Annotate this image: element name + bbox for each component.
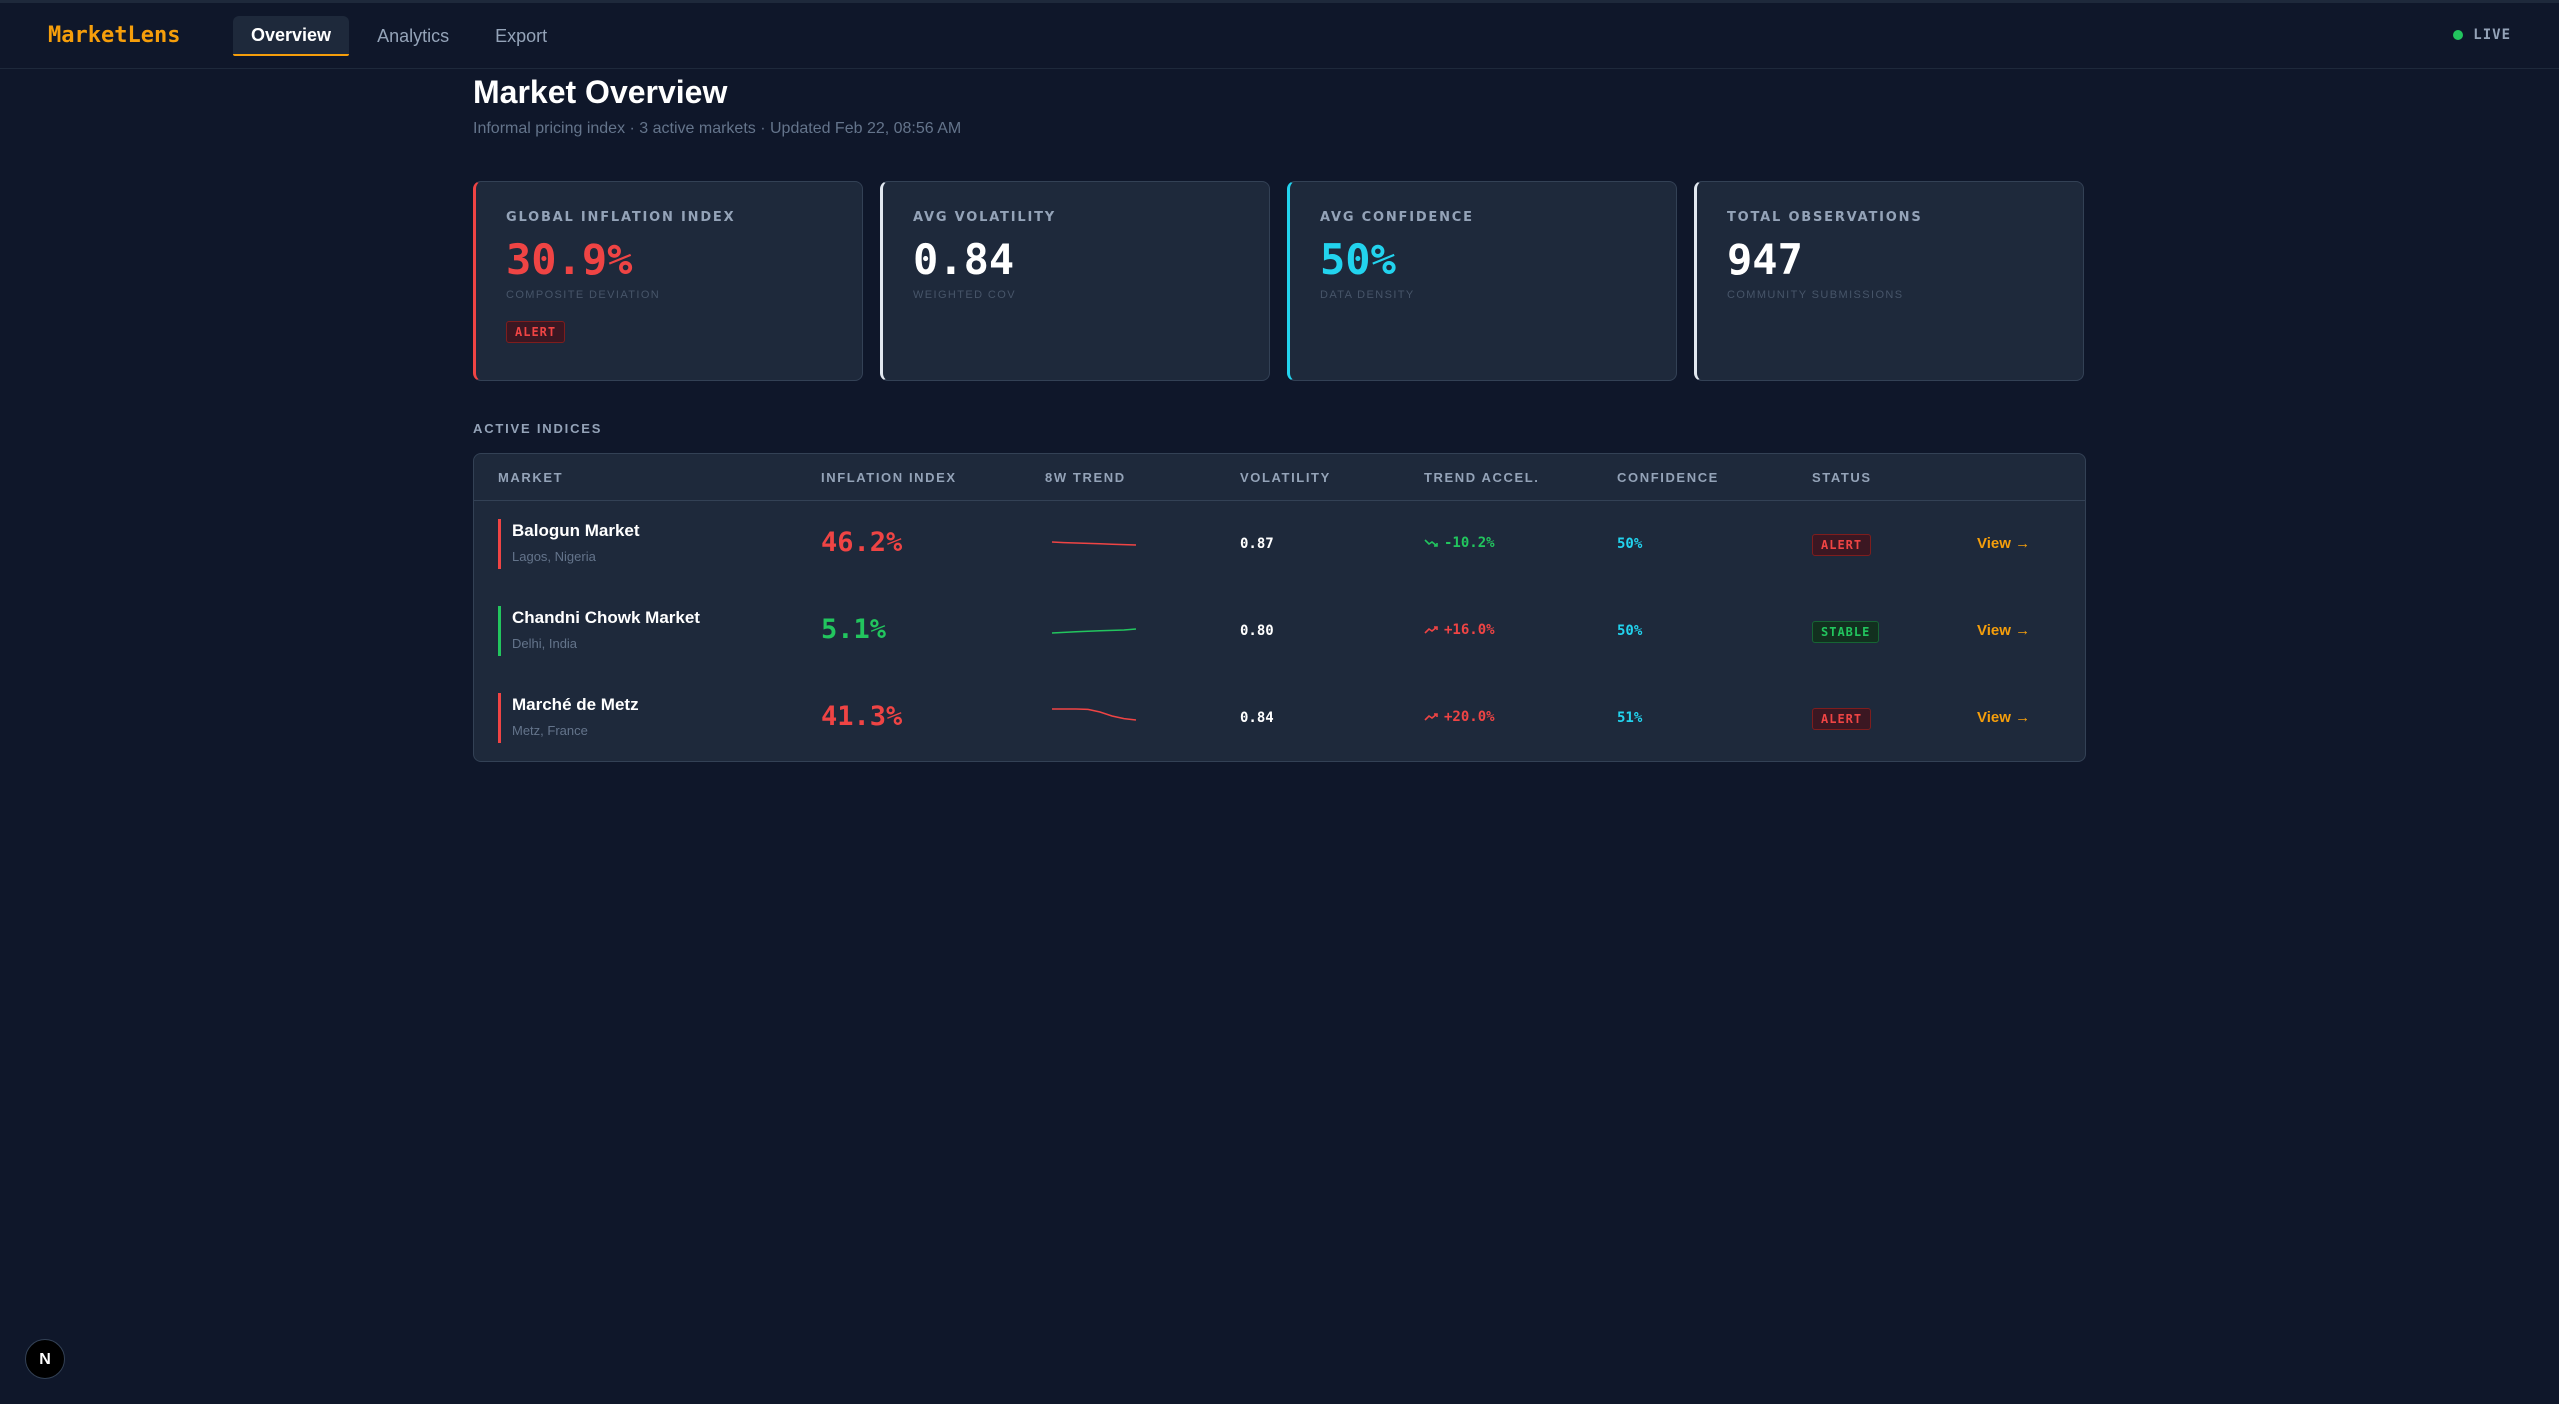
- market-name: Chandni Chowk Market: [512, 608, 700, 627]
- kpi-value: 50%: [1320, 235, 1396, 284]
- tab-analytics[interactable]: Analytics: [377, 25, 450, 46]
- column-header-inflation-index: INFLATION INDEX: [821, 470, 957, 485]
- alert-badge: ALERT: [506, 321, 566, 343]
- trend-down-icon: [1424, 539, 1438, 547]
- view-link[interactable]: View →: [1977, 535, 2031, 552]
- table-row[interactable]: Marché de Metz Metz, France 41.3% 0.84 +…: [474, 675, 2085, 762]
- market-name: Marché de Metz: [512, 695, 639, 714]
- table-header: MARKET INFLATION INDEX 8W TREND VOLATILI…: [474, 454, 2085, 501]
- inflation-index-value: 46.2%: [821, 527, 903, 558]
- kpi-caption: COMMUNITY SUBMISSIONS: [1727, 289, 1904, 301]
- market-name: Balogun Market: [512, 521, 640, 540]
- trend-accel-value: -10.2%: [1444, 535, 1495, 551]
- status-badge: STABLE: [1812, 621, 1880, 643]
- trend-sparkline: [1052, 708, 1137, 721]
- column-header-trend-accel: TREND ACCEL.: [1424, 470, 1540, 485]
- kpi-card-inflation: GLOBAL INFLATION INDEX 30.9% COMPOSITE D…: [473, 181, 863, 381]
- n-logo-icon: N: [39, 1351, 51, 1368]
- live-label: LIVE: [2473, 27, 2511, 43]
- volatility-value: 0.80: [1240, 623, 1274, 639]
- inflation-index-value: 41.3%: [821, 701, 903, 732]
- trend-up-icon: [1424, 713, 1438, 721]
- view-link[interactable]: View →: [1977, 709, 2031, 726]
- svg-text:N: N: [39, 1351, 51, 1368]
- market-location: Metz, France: [512, 723, 588, 738]
- sparkline-line: [1052, 708, 1137, 721]
- kpi-cards: GLOBAL INFLATION INDEX 30.9% COMPOSITE D…: [473, 181, 2086, 381]
- trend-accel-value: +20.0%: [1444, 709, 1495, 725]
- top-border: [0, 0, 2559, 3]
- dev-tools-badge[interactable]: N: [25, 1339, 65, 1379]
- kpi-label: GLOBAL INFLATION INDEX: [506, 210, 736, 225]
- kpi-label: TOTAL OBSERVATIONS: [1727, 210, 1923, 225]
- page-subtitle: Informal pricing index · 3 active market…: [473, 120, 962, 137]
- column-header-trend: 8W TREND: [1045, 470, 1126, 485]
- kpi-value: 947: [1727, 235, 1803, 284]
- market-location: Lagos, Nigeria: [512, 549, 596, 564]
- trend-accel: +20.0%: [1424, 709, 1495, 725]
- status-badge: ALERT: [1812, 534, 1872, 556]
- app-logo[interactable]: MarketLens: [48, 23, 181, 48]
- kpi-value: 0.84: [913, 235, 1015, 284]
- column-header-status: STATUS: [1812, 470, 1872, 485]
- column-header-market: MARKET: [498, 470, 564, 485]
- kpi-caption: WEIGHTED COV: [913, 289, 1016, 301]
- live-indicator: LIVE: [2453, 27, 2511, 43]
- live-dot-icon: [2453, 30, 2464, 40]
- volatility-value: 0.84: [1240, 710, 1274, 726]
- kpi-card-observations: TOTAL OBSERVATIONS 947 COMMUNITY SUBMISS…: [1694, 181, 2084, 381]
- kpi-value: 30.9%: [506, 235, 633, 284]
- kpi-card-confidence: AVG CONFIDENCE 50% DATA DENSITY: [1287, 181, 1677, 381]
- market-location: Delhi, India: [512, 636, 578, 651]
- section-label-active-indices: ACTIVE INDICES: [473, 421, 603, 436]
- page-title: Market Overview: [473, 74, 728, 110]
- tab-export[interactable]: Export: [495, 25, 548, 46]
- sparkline-line: [1051, 541, 1137, 546]
- nav-tabs: Overview Analytics Export: [233, 16, 565, 56]
- column-header-confidence: CONFIDENCE: [1617, 470, 1719, 485]
- kpi-caption: DATA DENSITY: [1320, 289, 1415, 301]
- tab-overview[interactable]: Overview: [233, 16, 350, 56]
- table-row[interactable]: Balogun Market Lagos, Nigeria 46.2% 0.87…: [474, 501, 2085, 588]
- trend-accel-value: +16.0%: [1444, 622, 1495, 638]
- row-status-bar: [498, 606, 501, 656]
- row-status-bar: [498, 693, 501, 743]
- confidence-value: 51%: [1617, 710, 1643, 726]
- volatility-value: 0.87: [1240, 536, 1274, 552]
- trend-accel: -10.2%: [1424, 535, 1495, 551]
- trend-sparkline: [1051, 628, 1137, 634]
- table-row[interactable]: Chandni Chowk Market Delhi, India 5.1% 0…: [474, 588, 2085, 675]
- top-navbar: MarketLens Overview Analytics Export LIV…: [0, 3, 2559, 69]
- kpi-card-volatility: AVG VOLATILITY 0.84 WEIGHTED COV: [880, 181, 1270, 381]
- trend-accel: +16.0%: [1424, 622, 1495, 638]
- kpi-caption: COMPOSITE DEVIATION: [506, 289, 661, 301]
- row-status-bar: [498, 519, 501, 569]
- trend-up-icon: [1424, 626, 1438, 634]
- view-link[interactable]: View →: [1977, 622, 2031, 639]
- trend-sparkline: [1051, 541, 1137, 546]
- kpi-label: AVG CONFIDENCE: [1320, 210, 1474, 225]
- confidence-value: 50%: [1617, 536, 1643, 552]
- confidence-value: 50%: [1617, 623, 1643, 639]
- kpi-label: AVG VOLATILITY: [913, 210, 1056, 225]
- sparkline-line: [1051, 628, 1137, 634]
- column-header-volatility: VOLATILITY: [1240, 470, 1331, 485]
- inflation-index-value: 5.1%: [821, 614, 887, 645]
- indices-table: MARKET INFLATION INDEX 8W TREND VOLATILI…: [473, 453, 2086, 762]
- status-badge: ALERT: [1812, 708, 1872, 730]
